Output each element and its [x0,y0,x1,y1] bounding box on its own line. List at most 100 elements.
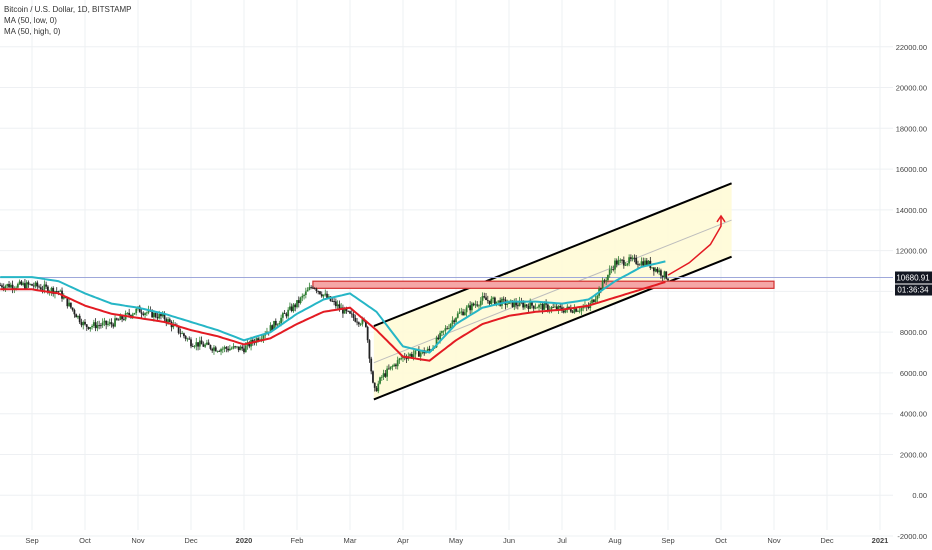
candle-body [476,304,479,306]
countdown-tag-value: 01:36:34 [897,286,929,295]
candle-body [380,376,383,378]
candle-body [94,322,97,329]
candle-body [96,325,99,329]
candle-body [389,366,392,369]
candle-body [545,303,547,305]
candle-body [622,260,625,266]
time-axis[interactable]: Sep Oct Nov Dec 2020 Feb Mar Apr May Jun Jul Aug Sep… [25,536,888,545]
candle-body [2,287,5,289]
resistance-zone[interactable] [0,277,893,289]
price-tag: 10680.91 01:36:34 [895,271,932,296]
candle-body [552,307,555,308]
candle-body [269,325,272,333]
candle-body [117,319,120,321]
candle-body [405,357,408,359]
candle-body [299,297,302,304]
candle-body [167,319,169,323]
candle-body [486,300,489,301]
candle-body [145,312,148,314]
candle-body [373,382,376,388]
candle-body [474,304,477,306]
candle-body [324,293,327,295]
legend-ma-high[interactable]: MA (50, high, 0) [4,27,61,36]
x-tick-label: May [449,536,463,545]
candle-body [41,289,44,291]
candle-body [237,346,240,351]
candle-body [400,358,403,360]
candle-body [85,324,88,327]
legend-symbol[interactable]: Bitcoin / U.S. Dollar, 1D, BITSTAMP [4,5,132,14]
candle-body [525,304,528,307]
candle-body [221,348,224,350]
candle-body [193,346,196,348]
candle-body [144,313,146,316]
candle-body [580,308,583,311]
grid-lines [0,0,893,537]
candle-body [163,313,166,320]
y-tick-label: 6000.00 [900,369,927,378]
candle-body [91,325,93,328]
candle-body [626,263,629,266]
candle-body [0,285,2,287]
candle-body [228,348,231,351]
candle-body [612,268,615,270]
candle-body [273,320,275,331]
candle-body [354,317,357,322]
candle-body [105,320,108,325]
candle-body [562,310,565,313]
candle-body [490,298,493,304]
candle-body [460,311,463,313]
y-tick-label: 12000.00 [896,247,927,256]
candle-body [633,257,636,259]
candle-body [479,300,482,306]
candle-body [312,287,314,289]
candle-body [345,308,348,311]
candle-body [536,307,539,309]
legend-ma-low[interactable]: MA (50, low, 0) [4,16,57,25]
candle-body [89,327,92,329]
y-tick-label: 2000.00 [900,450,927,459]
candle-body [493,297,496,305]
candle-body [418,349,420,357]
x-tick-label: Nov [131,536,145,545]
candle-body [518,301,521,307]
candle-body [462,311,464,316]
candle-body [121,315,123,320]
projection-arrow[interactable] [667,214,726,276]
candle-body [347,310,350,312]
candle-body [161,313,164,317]
candle-body [582,307,585,309]
candle-body [658,270,661,273]
candle-body [660,270,662,276]
candle-body [395,364,397,367]
candle-body [45,284,48,287]
candle-body [543,303,546,310]
candle-body [39,287,42,290]
candle-body [665,271,668,279]
candle-body [350,313,353,315]
candle-body [214,347,217,352]
candle-body [647,260,650,265]
candle-body [114,318,116,327]
ascending-channel[interactable] [373,182,732,401]
candle-body [469,305,472,311]
candle-body [260,338,263,340]
candle-body [428,348,431,351]
candle-body [495,301,498,305]
candle-body [287,309,290,317]
price-tag-bg [895,271,932,284]
candle-body [538,304,540,308]
candle-body [100,325,102,327]
candle-body [442,330,445,332]
candle-body [656,268,659,273]
y-tick-label: 22000.00 [896,43,927,52]
candle-body [87,326,90,329]
candle-body [465,307,468,313]
candle-body [31,284,33,286]
candle-body [296,300,298,308]
candle-body [59,290,62,292]
candle-body [303,294,305,296]
candle-body [419,352,422,357]
candle-body [444,328,447,331]
